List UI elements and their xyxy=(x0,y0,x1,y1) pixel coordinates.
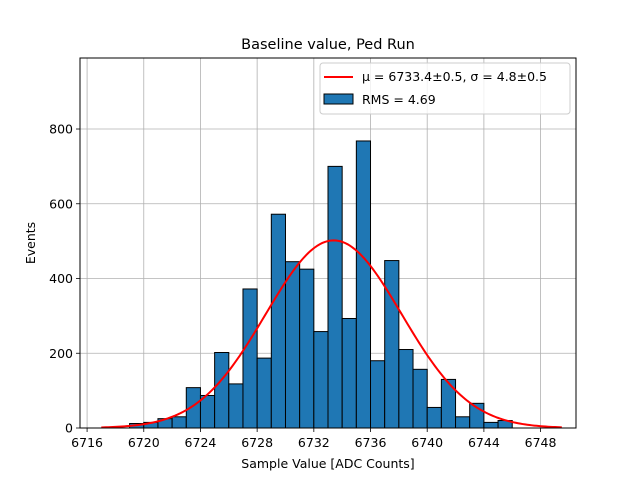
histogram-bar xyxy=(440,378,457,429)
histogram-bar xyxy=(426,406,442,429)
histogram-bar xyxy=(256,357,272,429)
x-tick-label: 6716 xyxy=(71,435,103,450)
x-axis-label: Sample Value [ADC Counts] xyxy=(241,456,414,471)
x-tick-label: 6748 xyxy=(525,435,557,450)
histogram-bar xyxy=(228,383,244,429)
y-axis-ticks: 0 200 400 600 800 xyxy=(49,122,80,436)
legend-histogram-swatch xyxy=(323,93,354,105)
y-tick-label: 200 xyxy=(49,346,73,361)
histogram-bar xyxy=(214,352,230,429)
histogram-bars xyxy=(129,140,513,429)
histogram-bar xyxy=(171,416,187,429)
y-tick-label: 600 xyxy=(49,196,73,211)
y-tick-label: 400 xyxy=(49,271,73,286)
histogram-bar xyxy=(199,394,216,429)
x-tick-label: 6732 xyxy=(298,435,330,450)
x-tick-label: 6744 xyxy=(468,435,500,450)
legend: μ = 6733.4±0.5, σ = 4.8±0.5 RMS = 4.69 xyxy=(319,62,571,115)
x-tick-label: 6740 xyxy=(411,435,443,450)
x-tick-label: 6736 xyxy=(355,435,387,450)
legend-histogram-label: RMS = 4.69 xyxy=(362,92,436,107)
histogram-bar xyxy=(384,260,400,429)
histogram-bar xyxy=(242,288,258,429)
histogram-bar xyxy=(398,349,414,429)
histogram-bar xyxy=(341,317,357,429)
x-tick-label: 6728 xyxy=(241,435,273,450)
histogram-bar xyxy=(270,213,286,429)
histogram-bar xyxy=(412,368,428,429)
histogram-bar xyxy=(299,268,315,429)
histogram-bar xyxy=(313,331,329,429)
x-axis-ticks: 6716 6720 6724 6728 6732 6736 6740 6744 6748 xyxy=(71,428,557,450)
gaussian-fit-line xyxy=(101,239,562,429)
plot-frame xyxy=(79,57,577,429)
legend-box xyxy=(319,62,571,115)
legend-fit-label: μ = 6733.4±0.5, σ = 4.8±0.5 xyxy=(362,69,547,84)
histogram-bar xyxy=(483,421,499,429)
y-tick-label: 0 xyxy=(65,421,73,436)
chart-title: Baseline value, Ped Run xyxy=(241,37,415,53)
histogram-bar xyxy=(455,416,471,429)
histogram-bar xyxy=(370,360,386,429)
histogram-bar xyxy=(327,165,343,429)
y-tick-label: 800 xyxy=(49,122,73,137)
y-axis-label: Events xyxy=(23,222,38,264)
x-tick-label: 6720 xyxy=(128,435,160,450)
histogram-bar xyxy=(284,261,301,429)
histogram-bar xyxy=(355,140,372,429)
x-tick-label: 6724 xyxy=(185,435,217,450)
